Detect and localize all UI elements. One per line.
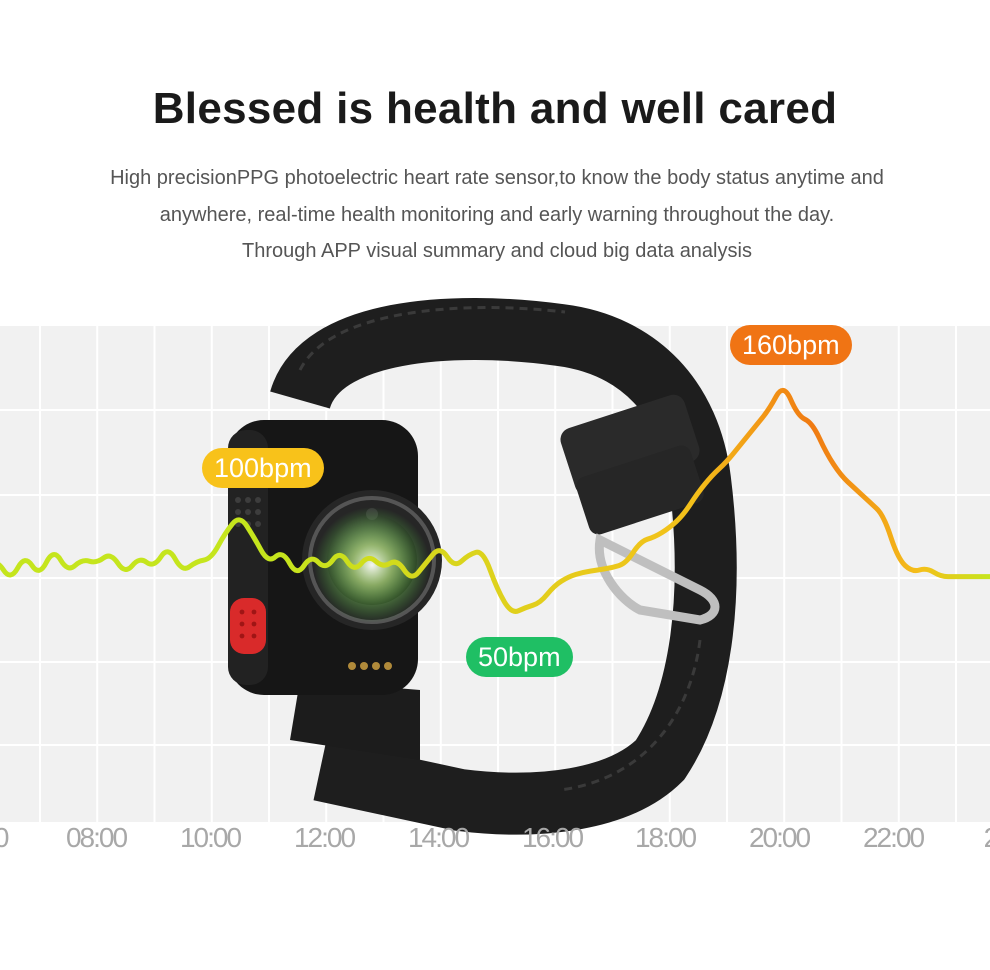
sos-button-icon [230,598,266,654]
smartwatch-illustration [228,298,737,835]
description: High precisionPPG photoelectric heart ra… [60,160,934,270]
sensor-glow [314,507,430,623]
x-tick-label: 08:00 [65,822,128,853]
description-line-3: Through APP visual summary and cloud big… [242,240,752,262]
x-tick-label: 12:00 [293,822,356,853]
annotation-100bpm: 100bpm [202,448,324,488]
x-tick-label: 20:00 [748,822,811,853]
watch-strap-keeper [576,445,704,535]
description-line-1: High precisionPPG photoelectric heart ra… [110,167,884,189]
chart-grid [0,326,990,822]
page-title: Blessed is health and well cared [152,84,838,133]
speaker-grille [235,497,261,527]
watch-strap-band [270,298,737,835]
x-tick-label: 10:00 [179,822,242,853]
heart-rate-series-line [0,387,990,614]
annotation-50bpm: 50bpm [466,637,573,677]
watch-buckle [594,533,720,625]
x-tick-label: 16:00 [521,822,584,853]
x-tick-label: 14:00 [407,822,470,853]
watch-lower-strap [290,680,420,760]
annotation-160bpm: 160bpm [730,325,852,365]
watch-strap-stitch [298,306,702,792]
x-tick-label: 0 [0,822,9,854]
x-tick-label: 2 [984,822,990,854]
x-tick-label: 18:00 [634,822,697,853]
charging-pins [348,662,392,670]
x-tick-label: 22:00 [862,822,925,853]
description-line-2: anywhere, real-time health monitoring an… [159,203,835,226]
chart-background [0,326,990,822]
